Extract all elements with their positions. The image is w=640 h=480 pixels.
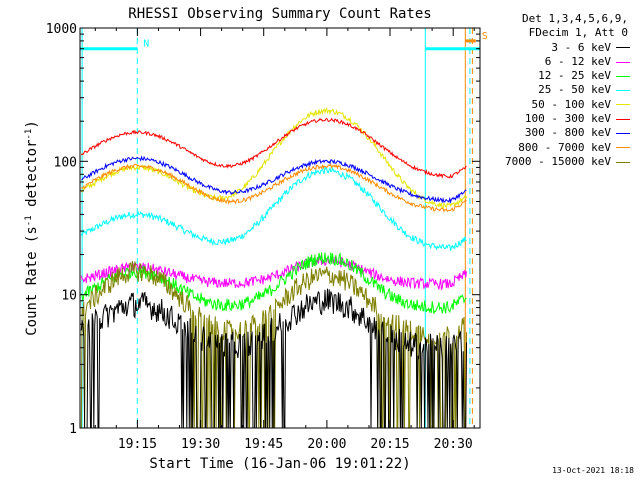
plot-area: NS [80, 28, 488, 429]
legend-entry: 3 - 6 keV [480, 41, 636, 55]
legend-entries: 3 - 6 keV 6 - 12 keV 12 - 25 keV 25 - 50 ke… [480, 41, 636, 170]
y-axis: 1 10 100 1000 [46, 22, 480, 437]
legend-entry-label: 300 - 800 keV [524, 126, 611, 140]
legend-swatch [616, 161, 630, 163]
x-tick-label: 20:00 [307, 437, 346, 452]
generated-timestamp: 13-Oct-2021 18:18 [552, 466, 634, 475]
series-line [80, 166, 467, 251]
legend-entry: 800 - 7000 keV [480, 141, 636, 155]
legend-swatch [616, 47, 630, 49]
x-tick-label: 20:30 [434, 437, 473, 452]
legend-entry: 100 - 300 keV [480, 112, 636, 126]
y-tick-label: 10 [61, 289, 77, 304]
legend-entry-label: 7000 - 15000 keV [505, 154, 611, 168]
chart-title: RHESSI Observing Summary Count Rates [128, 6, 431, 22]
legend-header-decimation: FDecim 1, Att 0 [528, 26, 628, 40]
legend-swatch [616, 75, 630, 77]
y-axis-label: Count Rate (s-1 detector-1) [24, 120, 40, 336]
y-axis-label-exp1: -1 [24, 215, 34, 226]
legend-entry-label: 3 - 6 keV [551, 40, 611, 54]
legend-entry-label: 6 - 12 keV [544, 54, 611, 68]
x-tick-label: 19:45 [244, 437, 283, 452]
legend-entry: 25 - 50 keV [480, 83, 636, 97]
legend-entry: 12 - 25 keV [480, 69, 636, 83]
series-line [80, 107, 467, 209]
y-tick-label: 1 [69, 422, 77, 437]
x-axis-label: Start Time (16-Jan-06 19:01:22) [149, 456, 410, 472]
y-axis-label-end: ) [24, 120, 40, 128]
plot-frame [79, 27, 481, 429]
y-axis-label-exp2: -1 [24, 129, 34, 140]
legend-entry: 6 - 12 keV [480, 55, 636, 69]
legend-swatch [616, 61, 630, 63]
legend-swatch [616, 90, 630, 92]
series-line [80, 163, 467, 213]
series-line [80, 117, 467, 179]
series-line [80, 261, 467, 429]
x-tick-label: 19:15 [118, 437, 157, 452]
y-tick-label: 100 [54, 155, 77, 170]
legend-swatch [616, 147, 630, 149]
legend-entry: 300 - 800 keV [480, 126, 636, 140]
y-tick-label: 1000 [46, 22, 77, 37]
series-line [81, 155, 467, 204]
legend-entry-label: 50 - 100 keV [531, 97, 611, 111]
legend-entry-label: 12 - 25 keV [538, 69, 611, 83]
x-tick-label: 20:15 [370, 437, 409, 452]
y-axis-label-main: Count Rate (s [24, 226, 40, 336]
legend-entry: 7000 - 15000 keV [480, 155, 636, 169]
x-axis: 19:15 19:30 19:45 20:00 20:15 20:30 [94, 28, 475, 452]
legend: Det 1,3,4,5,6,9, FDecim 1, Att 0 3 - 6 k… [480, 12, 636, 169]
legend-entry: 50 - 100 keV [480, 98, 636, 112]
legend-header-detectors: Det 1,3,4,5,6,9, [522, 12, 628, 25]
legend-swatch [616, 133, 630, 135]
legend-entry-label: 25 - 50 keV [538, 83, 611, 97]
legend-entry-label: 100 - 300 keV [524, 112, 611, 126]
legend-swatch [616, 118, 630, 120]
y-axis-label-mid: detector [24, 140, 40, 216]
flag-label: S [482, 31, 488, 42]
flag-label: N [143, 39, 149, 50]
legend-entry-label: 800 - 7000 keV [518, 140, 611, 154]
legend-swatch [616, 104, 630, 106]
x-tick-label: 19:30 [181, 437, 220, 452]
